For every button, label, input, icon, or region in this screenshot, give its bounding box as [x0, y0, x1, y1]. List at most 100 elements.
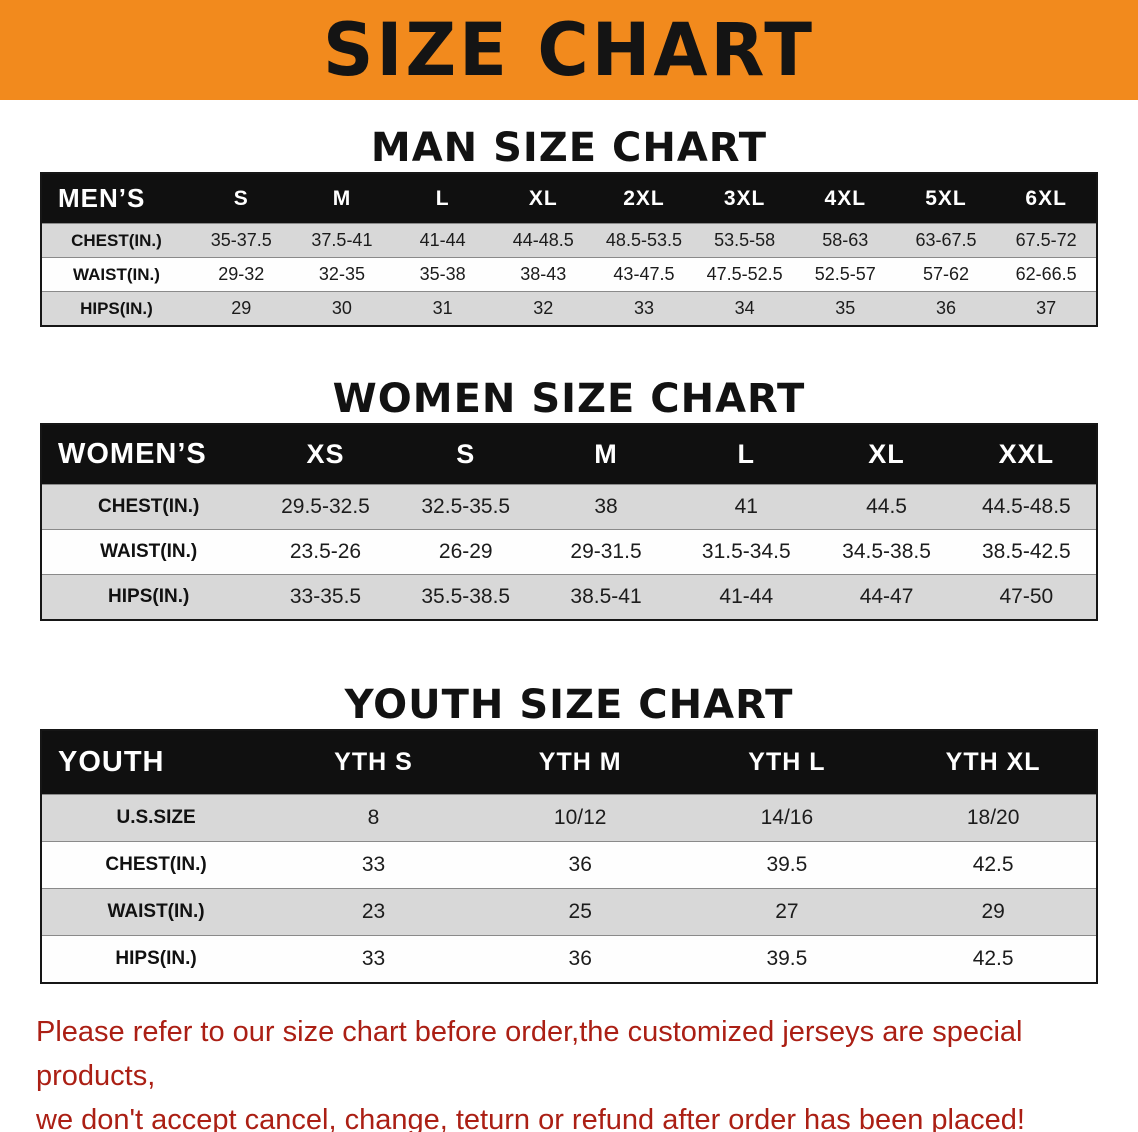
size-value: 58-63	[822, 230, 869, 250]
size-column-header: S	[456, 439, 476, 469]
size-value: 35-38	[419, 264, 466, 284]
men-size-section: MAN SIZE CHART MEN’S S M L XL 2XL 3XL 4XL 5XL 6XL…	[0, 124, 1138, 327]
women-section-heading: WOMEN SIZE CHART	[332, 376, 806, 422]
size-column-header: YTH M	[538, 748, 622, 776]
size-value: 33	[361, 947, 386, 970]
size-column-header: L	[435, 186, 450, 210]
size-value: 67.5-72	[1015, 230, 1077, 250]
size-column-header: L	[737, 439, 756, 469]
size-value: 38	[594, 495, 618, 518]
men-section-heading: MAN SIZE CHART	[370, 125, 768, 171]
size-column-header: M	[594, 439, 618, 469]
measurement-row: WAIST(IN.) 23.5-26 26-29 29-31.5 31.5-34.5 34…	[41, 529, 1097, 575]
header-row: YOUTH YTH S YTH M YTH L YTH XL	[41, 730, 1097, 795]
size-column-header: 5XL	[925, 186, 967, 210]
size-value: 36	[935, 298, 956, 318]
size-column-header: 4XL	[824, 186, 867, 210]
youth-size-table: YOUTH YTH S YTH M YTH L YTH XL U.S.SIZE 8 10/12…	[40, 729, 1098, 984]
size-value: 29-32	[218, 264, 265, 284]
size-value: 41-44	[719, 585, 774, 608]
men-size-table: MEN’S S M L XL 2XL 3XL 4XL 5XL 6XL CHEST(IN.) 35-37…	[40, 172, 1098, 327]
size-value: 42.5	[972, 853, 1014, 876]
women-size-section: WOMEN SIZE CHART WOMEN’S XS S M L XL XXL CHEST(…	[0, 375, 1138, 621]
size-value: 29	[231, 298, 252, 318]
header-row: MEN’S S M L XL 2XL 3XL 4XL 5XL 6XL	[41, 173, 1097, 224]
size-column-header: 2XL	[623, 186, 665, 210]
size-column-header: YTH XL	[945, 748, 1041, 776]
row-label: CHEST(IN.)	[98, 496, 200, 517]
size-value: 43-47.5	[613, 264, 675, 284]
size-value: 31	[432, 298, 453, 318]
footer-disclaimer-line: we don't accept cancel, change, teturn o…	[36, 1104, 1025, 1132]
size-column-header: M	[332, 186, 352, 210]
size-value: 44.5	[866, 495, 907, 518]
size-value: 37	[1036, 298, 1057, 318]
size-value: 35-37.5	[210, 230, 272, 250]
women-size-table: WOMEN’S XS S M L XL XXL CHEST(IN.) 29.5-32.5 32.5…	[40, 423, 1098, 621]
measurement-row: HIPS(IN.) 33-35.5 35.5-38.5 38.5-41 41-44 44-…	[41, 574, 1097, 620]
table-title-cell: MEN’S	[58, 183, 146, 213]
size-value: 23.5-26	[289, 540, 362, 563]
size-value: 29.5-32.5	[281, 495, 370, 518]
row-label: HIPS(IN.)	[108, 586, 190, 607]
row-label: WAIST(IN.)	[107, 901, 205, 922]
size-value: 41	[734, 495, 758, 518]
size-value: 57-62	[922, 264, 969, 284]
size-value: 53.5-58	[714, 230, 776, 250]
measurement-row: U.S.SIZE 8 10/12 14/16 18/20	[41, 794, 1097, 842]
size-value: 14/16	[760, 806, 814, 829]
measurement-row: CHEST(IN.) 29.5-32.5 32.5-35.5 38 41 44.5 44.5…	[41, 484, 1097, 530]
size-value: 33	[361, 853, 386, 876]
size-column-header: 6XL	[1025, 186, 1067, 210]
header-row: WOMEN’S XS S M L XL XXL	[41, 424, 1097, 485]
size-value: 31.5-34.5	[701, 540, 791, 563]
size-value: 23	[361, 900, 386, 923]
size-value: 29-31.5	[570, 540, 642, 563]
size-column-header: XL	[528, 186, 558, 210]
size-value: 29	[981, 900, 1005, 923]
table-title-cell: WOMEN’S	[58, 438, 207, 470]
size-value: 36	[568, 853, 592, 876]
size-value: 10/12	[553, 806, 607, 829]
size-column-header: XXL	[998, 439, 1055, 469]
size-value: 38.5-42.5	[981, 540, 1071, 563]
size-value: 47.5-52.5	[706, 264, 783, 284]
size-value: 47-50	[999, 585, 1054, 608]
row-label: U.S.SIZE	[116, 807, 196, 828]
size-value: 52.5-57	[814, 264, 876, 284]
size-value: 33	[633, 298, 654, 318]
size-value: 32	[533, 298, 554, 318]
row-label: WAIST(IN.)	[73, 264, 160, 284]
size-value: 25	[568, 900, 592, 923]
size-value: 44-47	[859, 585, 914, 608]
size-column-header: YTH S	[334, 748, 413, 776]
size-column-header: XL	[868, 439, 905, 469]
size-value: 44-48.5	[512, 230, 574, 250]
size-column-header: YTH L	[748, 748, 826, 776]
size-value: 30	[331, 298, 352, 318]
size-value: 35	[835, 298, 856, 318]
row-label: CHEST(IN.)	[105, 854, 207, 875]
footer-disclaimer: Please refer to our size chart before or…	[0, 1010, 1138, 1132]
size-value: 36	[568, 947, 592, 970]
size-column-header: S	[233, 186, 249, 210]
row-label: CHEST(IN.)	[71, 230, 162, 250]
size-value: 33-35.5	[289, 585, 362, 608]
size-value: 62-66.5	[1015, 264, 1077, 284]
row-label: HIPS(IN.)	[115, 948, 197, 969]
size-value: 38.5-41	[570, 585, 642, 608]
size-value: 27	[775, 900, 799, 923]
size-value: 34	[734, 298, 755, 318]
size-value: 34.5-38.5	[842, 540, 931, 563]
size-value: 8	[367, 806, 380, 829]
size-value: 38-43	[520, 264, 567, 284]
size-value: 39.5	[766, 853, 808, 876]
size-value: 39.5	[766, 947, 808, 970]
row-label: HIPS(IN.)	[80, 298, 153, 318]
measurement-row: HIPS(IN.) 29 30 31 32 33 34 35 36 37	[41, 291, 1097, 326]
youth-size-section: YOUTH SIZE CHART YOUTH YTH S YTH M YTH L YTH…	[0, 681, 1138, 984]
youth-section-heading: YOUTH SIZE CHART	[344, 682, 794, 728]
size-value: 37.5-41	[311, 230, 373, 250]
measurement-row: WAIST(IN.) 29-32 32-35 35-38 38-43 43-47.5 47.…	[41, 257, 1097, 292]
